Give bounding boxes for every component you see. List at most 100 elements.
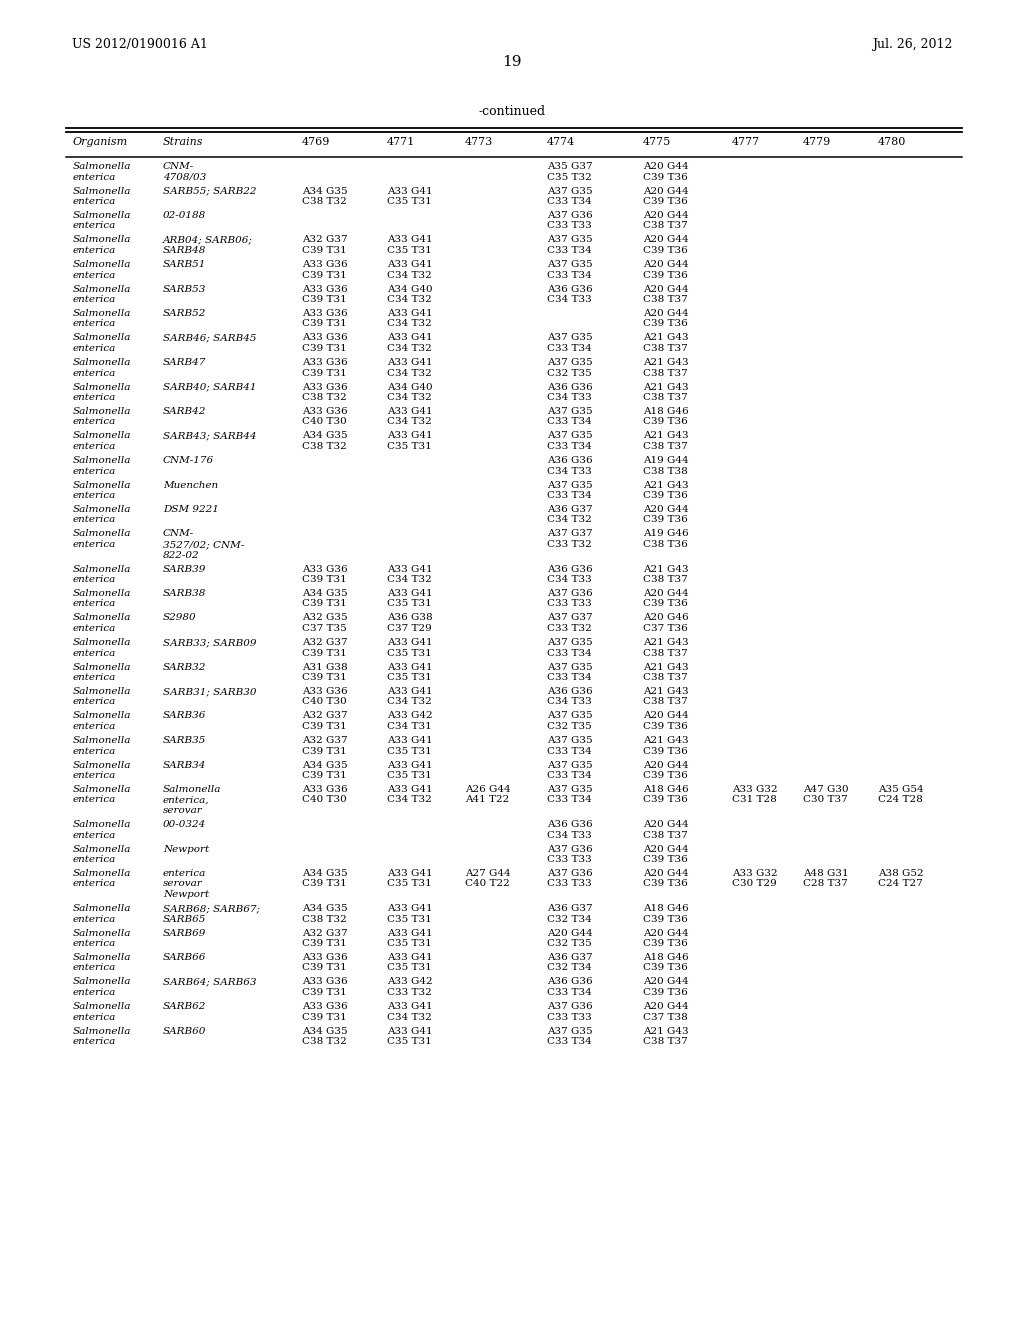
Text: A33 G41: A33 G41 <box>387 358 432 367</box>
Text: Salmonella: Salmonella <box>73 162 131 172</box>
Text: CNM-: CNM- <box>163 162 195 172</box>
Text: Salmonella: Salmonella <box>73 1027 131 1035</box>
Text: C33 T34: C33 T34 <box>547 747 592 755</box>
Text: A33 G41: A33 G41 <box>387 638 432 647</box>
Text: C39 T36: C39 T36 <box>643 246 688 255</box>
Text: Salmonella: Salmonella <box>73 928 131 937</box>
Text: A33 G41: A33 G41 <box>387 1002 432 1011</box>
Text: A33 G42: A33 G42 <box>387 711 432 721</box>
Text: C34 T32: C34 T32 <box>387 319 432 329</box>
Text: Salmonella: Salmonella <box>73 211 131 220</box>
Text: A33 G36: A33 G36 <box>302 1002 347 1011</box>
Text: SARB53: SARB53 <box>163 285 207 293</box>
Text: Salmonella: Salmonella <box>73 480 131 490</box>
Text: SARB35: SARB35 <box>163 737 207 744</box>
Text: A37 G35: A37 G35 <box>547 334 593 342</box>
Text: A33 G41: A33 G41 <box>387 686 432 696</box>
Text: enterica: enterica <box>73 987 117 997</box>
Text: C33 T34: C33 T34 <box>547 417 592 426</box>
Text: Salmonella: Salmonella <box>73 737 131 744</box>
Text: C33 T33: C33 T33 <box>547 855 592 865</box>
Text: C39 T31: C39 T31 <box>302 648 347 657</box>
Text: C35 T31: C35 T31 <box>387 442 432 451</box>
Text: C32 T34: C32 T34 <box>547 964 592 973</box>
Text: A32 G37: A32 G37 <box>302 235 347 244</box>
Text: A20 G44: A20 G44 <box>643 260 688 269</box>
Text: C35 T31: C35 T31 <box>387 648 432 657</box>
Text: A36 G36: A36 G36 <box>547 978 593 986</box>
Text: C33 T34: C33 T34 <box>547 796 592 804</box>
Text: C39 T31: C39 T31 <box>302 294 347 304</box>
Text: Salmonella: Salmonella <box>73 383 131 392</box>
Text: S2980: S2980 <box>163 614 197 623</box>
Text: C33 T34: C33 T34 <box>547 197 592 206</box>
Text: A20 G46: A20 G46 <box>643 614 688 623</box>
Text: A21 G43: A21 G43 <box>643 432 688 441</box>
Text: SARB64; SARB63: SARB64; SARB63 <box>163 978 256 986</box>
Text: C38 T37: C38 T37 <box>643 368 688 378</box>
Text: C38 T37: C38 T37 <box>643 576 688 583</box>
Text: A37 G35: A37 G35 <box>547 1027 593 1035</box>
Text: C39 T31: C39 T31 <box>302 599 347 609</box>
Text: A33 G32: A33 G32 <box>732 869 777 878</box>
Text: C34 T32: C34 T32 <box>387 1012 432 1022</box>
Text: C39 T31: C39 T31 <box>302 747 347 755</box>
Text: SARB60: SARB60 <box>163 1027 207 1035</box>
Text: A19 G44: A19 G44 <box>643 455 688 465</box>
Text: C39 T36: C39 T36 <box>643 197 688 206</box>
Text: C39 T36: C39 T36 <box>643 491 688 500</box>
Text: A27 G44: A27 G44 <box>465 869 511 878</box>
Text: A33 G41: A33 G41 <box>387 785 432 795</box>
Text: enterica: enterica <box>73 879 117 888</box>
Text: C39 T31: C39 T31 <box>302 368 347 378</box>
Text: SARB42: SARB42 <box>163 407 207 416</box>
Text: enterica: enterica <box>73 855 117 865</box>
Text: A37 G36: A37 G36 <box>547 589 593 598</box>
Text: C38 T37: C38 T37 <box>643 222 688 231</box>
Text: CNM-: CNM- <box>163 529 195 539</box>
Text: A20 G44: A20 G44 <box>643 589 688 598</box>
Text: C39 T31: C39 T31 <box>302 673 347 682</box>
Text: C35 T31: C35 T31 <box>387 879 432 888</box>
Text: C40 T22: C40 T22 <box>465 879 510 888</box>
Text: C34 T32: C34 T32 <box>387 796 432 804</box>
Text: A34 G35: A34 G35 <box>302 1027 347 1035</box>
Text: C34 T32: C34 T32 <box>387 271 432 280</box>
Text: C38 T38: C38 T38 <box>643 466 688 475</box>
Text: C32 T35: C32 T35 <box>547 722 592 731</box>
Text: 4777: 4777 <box>732 137 760 147</box>
Text: Salmonella: Salmonella <box>73 260 131 269</box>
Text: C39 T36: C39 T36 <box>643 747 688 755</box>
Text: C34 T32: C34 T32 <box>387 393 432 403</box>
Text: 02-0188: 02-0188 <box>163 211 206 220</box>
Text: C39 T31: C39 T31 <box>302 964 347 973</box>
Text: A21 G43: A21 G43 <box>643 565 688 573</box>
Text: enterica: enterica <box>73 1012 117 1022</box>
Text: A33 G36: A33 G36 <box>302 260 347 269</box>
Text: 4780: 4780 <box>878 137 906 147</box>
Text: A37 G35: A37 G35 <box>547 663 593 672</box>
Text: A20 G44: A20 G44 <box>643 845 688 854</box>
Text: enterica: enterica <box>73 319 117 329</box>
Text: C39 T31: C39 T31 <box>302 345 347 352</box>
Text: C35 T31: C35 T31 <box>387 747 432 755</box>
Text: Salmonella: Salmonella <box>73 432 131 441</box>
Text: A33 G41: A33 G41 <box>387 928 432 937</box>
Text: C38 T37: C38 T37 <box>643 294 688 304</box>
Text: C38 T37: C38 T37 <box>643 830 688 840</box>
Text: Newport: Newport <box>163 845 209 854</box>
Text: A36 G36: A36 G36 <box>547 565 593 573</box>
Text: A37 G35: A37 G35 <box>547 260 593 269</box>
Text: C40 T30: C40 T30 <box>302 796 347 804</box>
Text: enterica: enterica <box>73 540 117 549</box>
Text: A37 G35: A37 G35 <box>547 432 593 441</box>
Text: Salmonella: Salmonella <box>73 953 131 962</box>
Text: A37 G35: A37 G35 <box>547 358 593 367</box>
Text: US 2012/0190016 A1: US 2012/0190016 A1 <box>72 38 208 51</box>
Text: Salmonella: Salmonella <box>73 334 131 342</box>
Text: C35 T31: C35 T31 <box>387 246 432 255</box>
Text: C34 T32: C34 T32 <box>547 516 592 524</box>
Text: C38 T32: C38 T32 <box>302 393 347 403</box>
Text: C38 T32: C38 T32 <box>302 915 347 924</box>
Text: C39 T36: C39 T36 <box>643 796 688 804</box>
